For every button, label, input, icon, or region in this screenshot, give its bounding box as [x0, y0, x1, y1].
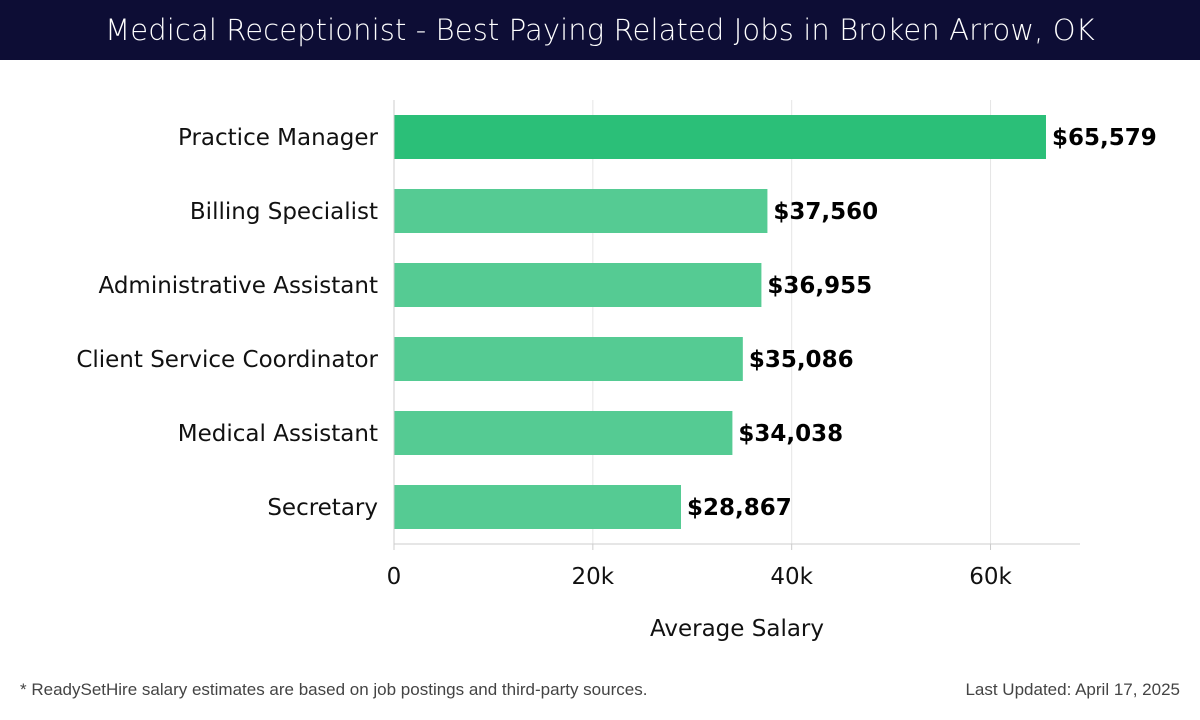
- footer-disclaimer: * ReadySetHire salary estimates are base…: [20, 680, 648, 699]
- axes: Practice Manager $65,579 Billing Specialis…: [76, 100, 1157, 590]
- grid-lines: [592, 100, 992, 544]
- x-axis-label: Average Salary: [650, 616, 824, 642]
- bar-4: [394, 411, 733, 455]
- bars: [394, 115, 1046, 529]
- x-tick-label-0: 0: [387, 564, 402, 590]
- last-updated: Last Updated: April 17, 2025: [965, 680, 1180, 699]
- salary-bar-chart: Practice Manager $65,579 Billing Specialis…: [76, 100, 1157, 642]
- bar-1: [394, 189, 768, 233]
- x-tick-label-3: 60k: [969, 564, 1012, 590]
- bar-0: [394, 115, 1046, 159]
- bar-3: [394, 337, 743, 381]
- bar-5: [394, 485, 681, 529]
- category-label-5: Secretary: [267, 495, 378, 521]
- bar-2: [394, 263, 762, 307]
- value-label-2: $36,955: [767, 273, 872, 299]
- category-label-0: Practice Manager: [178, 125, 379, 151]
- value-label-0: $65,579: [1052, 125, 1157, 151]
- x-tick-label-2: 40k: [770, 564, 813, 590]
- value-label-5: $28,867: [687, 495, 792, 521]
- value-label-3: $35,086: [749, 347, 854, 373]
- category-label-1: Billing Specialist: [190, 199, 378, 225]
- category-label-2: Administrative Assistant: [98, 273, 378, 299]
- x-tick-label-1: 20k: [572, 564, 615, 590]
- value-label-4: $34,038: [738, 421, 843, 447]
- title-bar: Medical Receptionist - Best Paying Relat…: [0, 0, 1200, 60]
- category-label-4: Medical Assistant: [178, 421, 378, 447]
- category-label-3: Client Service Coordinator: [76, 347, 378, 373]
- value-label-1: $37,560: [773, 199, 878, 225]
- chart-title: Medical Receptionist - Best Paying Relat…: [105, 13, 1095, 47]
